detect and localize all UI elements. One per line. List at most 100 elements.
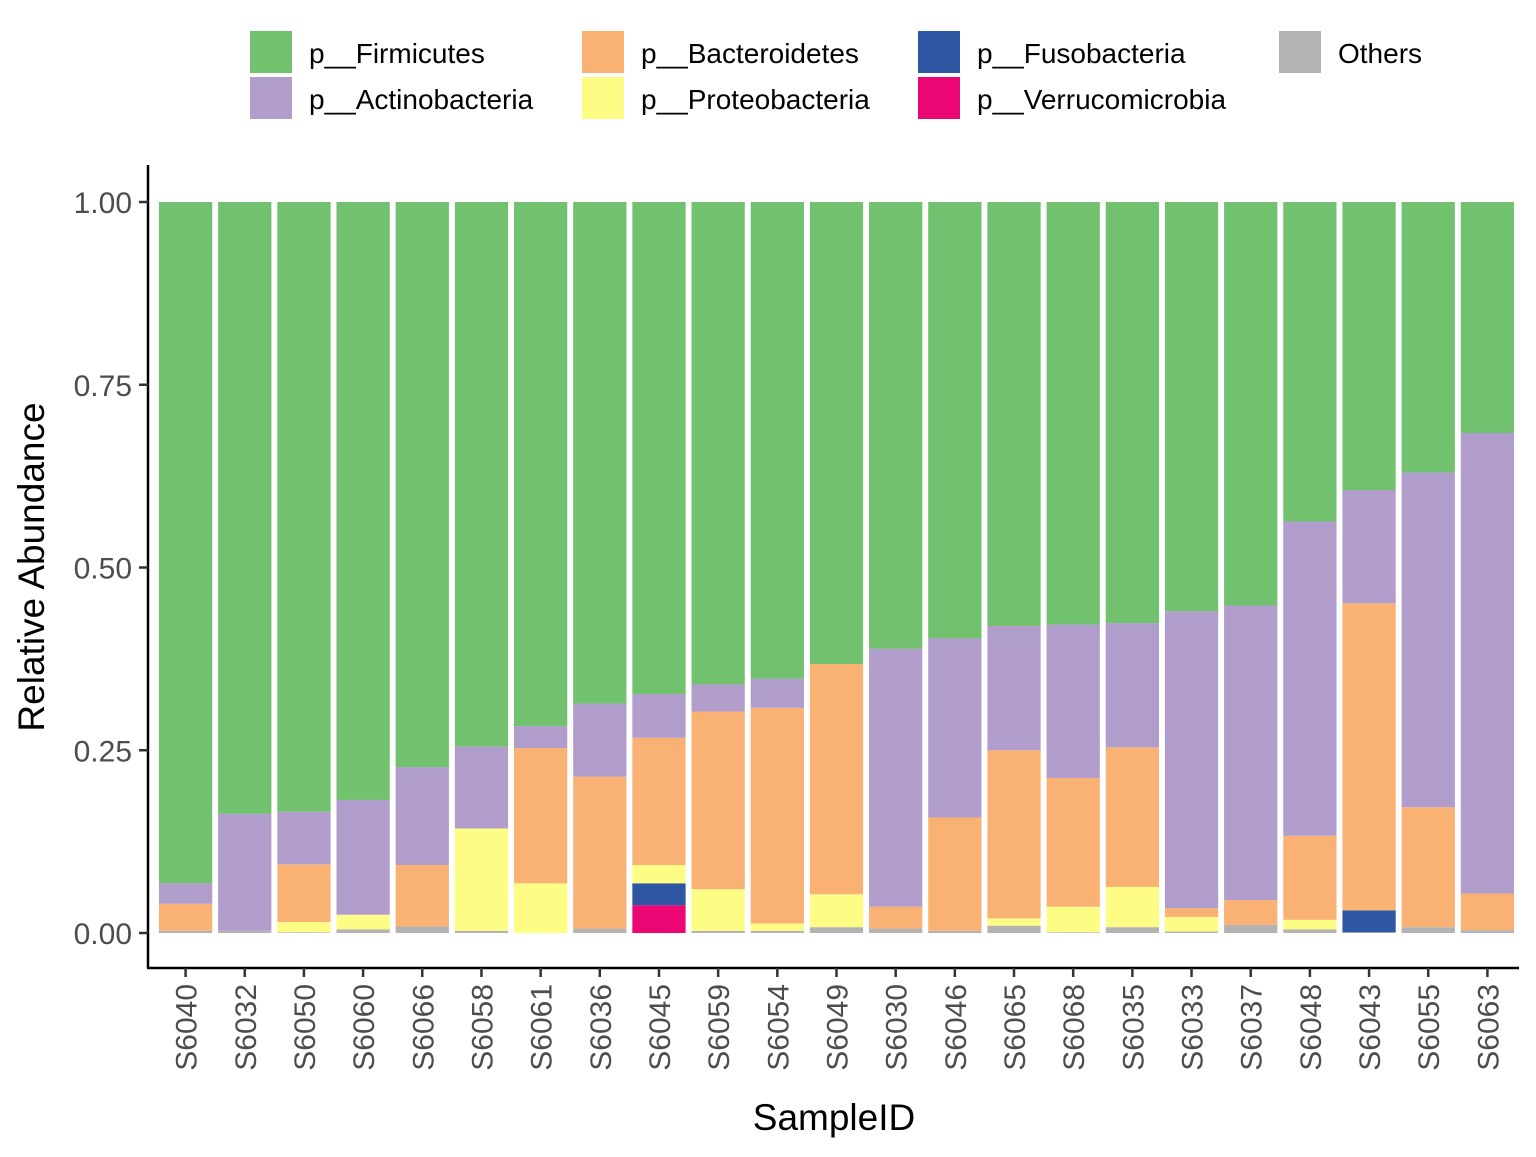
bar-segment-s6065-others bbox=[987, 925, 1041, 933]
bar-segment-s6035-p-bacteroidetes bbox=[1105, 747, 1159, 887]
bar-segment-s6058-p-proteobacteria bbox=[454, 828, 509, 931]
bar-segment-s6046-p-actinobacteria bbox=[928, 638, 982, 818]
bar-segment-s6060-p-proteobacteria bbox=[336, 914, 390, 930]
x-tick-label: S6055 bbox=[1413, 984, 1446, 1071]
bar-segment-s6040-others bbox=[158, 930, 213, 933]
bar-segment-s6050-p-firmicutes bbox=[277, 202, 331, 812]
bar-segment-s6049-p-firmicutes bbox=[809, 202, 864, 664]
bar-segment-s6068-p-firmicutes bbox=[1046, 202, 1100, 625]
x-tick-label: S6035 bbox=[1117, 984, 1150, 1071]
bar-segment-s6059-p-proteobacteria bbox=[691, 889, 745, 931]
x-tick-label: S6045 bbox=[644, 984, 677, 1071]
bar-segment-s6068-p-proteobacteria bbox=[1046, 906, 1100, 933]
legend-label-p-fusobacteria: p__Fusobacteria bbox=[977, 38, 1186, 69]
x-tick-label: S6049 bbox=[822, 984, 855, 1071]
x-tick-label: S6043 bbox=[1354, 984, 1387, 1071]
bar-segment-s6066-p-bacteroidetes bbox=[395, 865, 449, 927]
bar-segment-s6037-others bbox=[1224, 924, 1278, 933]
bar-segment-s6059-p-bacteroidetes bbox=[691, 711, 745, 890]
legend-key-others bbox=[1279, 31, 1321, 73]
x-tick-label: S6059 bbox=[703, 984, 736, 1071]
bar-segment-s6055-p-bacteroidetes bbox=[1401, 807, 1455, 928]
x-axis-title: SampleID bbox=[753, 1097, 915, 1138]
x-tick-label: S6063 bbox=[1472, 984, 1505, 1071]
bar-segment-s6036-p-firmicutes bbox=[573, 202, 627, 704]
bar-segment-s6061-p-bacteroidetes bbox=[514, 748, 568, 884]
bar-segment-s6035-p-firmicutes bbox=[1105, 202, 1159, 624]
x-tick-label: S6046 bbox=[940, 984, 973, 1071]
x-tick-label: S6030 bbox=[881, 984, 914, 1071]
y-tick-label: 0.75 bbox=[74, 370, 132, 403]
bar-segment-s6045-p-firmicutes bbox=[632, 202, 686, 694]
bar-segment-s6063-p-firmicutes bbox=[1460, 202, 1515, 433]
bar-segment-s6033-p-actinobacteria bbox=[1164, 611, 1219, 909]
bar-segment-s6037-p-actinobacteria bbox=[1224, 605, 1278, 901]
bar-segment-s6036-p-actinobacteria bbox=[573, 703, 627, 777]
x-tick-label: S6054 bbox=[762, 984, 795, 1071]
bar-segment-s6030-p-firmicutes bbox=[869, 202, 923, 649]
bar-segment-s6054-p-bacteroidetes bbox=[750, 707, 804, 924]
y-tick-label: 0.00 bbox=[74, 918, 132, 951]
bar-segment-s6040-p-bacteroidetes bbox=[158, 903, 213, 931]
bar-segment-s6046-others bbox=[928, 930, 982, 933]
bar-segment-s6045-p-proteobacteria bbox=[632, 865, 686, 884]
bar-segment-s6030-p-bacteroidetes bbox=[869, 906, 923, 929]
bar-segment-s6033-p-firmicutes bbox=[1164, 202, 1219, 612]
bar-segment-s6046-p-firmicutes bbox=[928, 202, 982, 639]
bar-segment-s6054-others bbox=[750, 930, 804, 933]
bar-segment-s6065-p-firmicutes bbox=[987, 202, 1041, 626]
bar-segment-s6049-p-proteobacteria bbox=[809, 894, 864, 928]
bar-segment-s6065-p-proteobacteria bbox=[987, 918, 1041, 926]
y-axis-title: Relative Abundance bbox=[11, 402, 52, 731]
bar-segment-s6045-p-fusobacteria bbox=[632, 883, 686, 906]
bar-segment-s6045-p-actinobacteria bbox=[632, 693, 686, 738]
bar-segment-s6055-others bbox=[1401, 927, 1455, 933]
x-tick-label: S6061 bbox=[526, 984, 559, 1071]
legend: p__Firmicutes p__Actinobacteria p__Bactero… bbox=[250, 31, 1422, 119]
bar-segment-s6049-p-bacteroidetes bbox=[809, 663, 864, 895]
bar-segment-s6058-others bbox=[454, 930, 509, 933]
bar-segment-s6032-others bbox=[218, 930, 272, 933]
bar-segment-s6033-others bbox=[1164, 931, 1219, 933]
legend-label-others: Others bbox=[1338, 38, 1422, 69]
bar-segment-s6054-p-proteobacteria bbox=[750, 923, 804, 931]
legend-label-p-proteobacteria: p__Proteobacteria bbox=[641, 84, 870, 115]
bar-segment-s6066-p-firmicutes bbox=[395, 202, 449, 768]
bar-segment-s6040-p-actinobacteria bbox=[158, 883, 213, 904]
x-tick-label: S6033 bbox=[1177, 984, 1210, 1071]
bar-segment-s6043-p-firmicutes bbox=[1342, 202, 1396, 491]
bar-segment-s6066-p-actinobacteria bbox=[395, 767, 449, 866]
bar-segment-s6055-p-firmicutes bbox=[1401, 202, 1455, 473]
bar-segment-s6061-p-proteobacteria bbox=[514, 883, 568, 933]
bar-segment-s6065-p-actinobacteria bbox=[987, 625, 1041, 751]
bar-segment-s6048-p-proteobacteria bbox=[1283, 919, 1337, 930]
x-tick-label: S6066 bbox=[407, 984, 440, 1071]
bar-segment-s6045-p-bacteroidetes bbox=[632, 737, 686, 866]
legend-label-p-actinobacteria: p__Actinobacteria bbox=[309, 84, 534, 115]
bar-segment-s6066-others bbox=[395, 926, 449, 933]
x-tick-label: S6040 bbox=[171, 984, 204, 1071]
bar-segment-s6037-p-bacteroidetes bbox=[1224, 900, 1278, 925]
bar-segment-s6050-p-actinobacteria bbox=[277, 811, 331, 865]
y-tick-label: 0.25 bbox=[74, 735, 132, 768]
x-tick-label: S6058 bbox=[466, 984, 499, 1071]
bar-segment-s6043-others bbox=[1342, 932, 1396, 933]
bar-segment-s6043-p-fusobacteria bbox=[1342, 910, 1396, 933]
bar-segment-s6060-p-actinobacteria bbox=[336, 799, 390, 915]
bar-segment-s6036-others bbox=[573, 928, 627, 933]
bar-segment-s6036-p-bacteroidetes bbox=[573, 776, 627, 929]
bar-segment-s6061-p-firmicutes bbox=[514, 202, 568, 727]
bar-segment-s6058-p-firmicutes bbox=[454, 202, 509, 747]
bar-segment-s6059-others bbox=[691, 930, 745, 933]
legend-key-p-actinobacteria bbox=[250, 77, 292, 119]
legend-key-p-firmicutes bbox=[250, 31, 292, 73]
bar-segment-s6063-p-actinobacteria bbox=[1460, 433, 1515, 894]
bar-segment-s6068-others bbox=[1046, 932, 1100, 933]
bar-segment-s6058-p-actinobacteria bbox=[454, 746, 509, 829]
legend-key-p-proteobacteria bbox=[582, 77, 624, 119]
bar-segment-s6045-p-verrucomicrobia bbox=[632, 905, 686, 933]
bar-segment-s6050-p-proteobacteria bbox=[277, 922, 331, 933]
bar-segment-s6035-p-actinobacteria bbox=[1105, 623, 1159, 748]
x-tick-label: S6048 bbox=[1295, 984, 1328, 1071]
